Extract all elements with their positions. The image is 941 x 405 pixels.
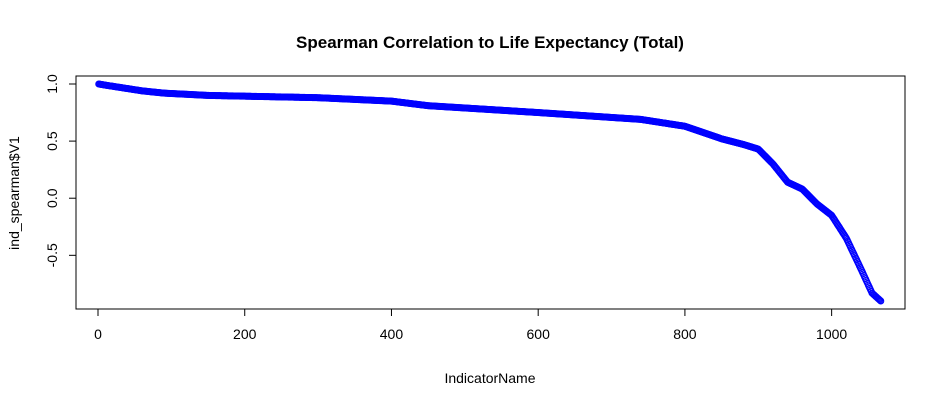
data-points [95,80,885,305]
y-tick-label: 1.0 [44,74,60,94]
data-point [876,296,884,304]
x-tick-label: 800 [673,326,697,342]
y-axis: -0.5 0.0 0.5 1.0 [44,74,77,267]
y-axis-label: ind_spearman$V1 [6,136,22,250]
x-tick-label: 0 [94,326,102,342]
y-tick-label: 0.5 [44,131,60,151]
x-axis-label: IndicatorName [444,370,535,386]
x-axis: 0 200 400 600 800 1000 [94,308,847,342]
x-tick-label: 200 [233,326,257,342]
x-tick-label: 600 [527,326,551,342]
x-tick-label: 400 [380,326,404,342]
y-tick-label: 0.0 [44,188,60,208]
data-point [875,295,883,303]
x-tick-label: 1000 [816,326,847,342]
data-point [877,297,885,305]
y-tick-label: -0.5 [44,243,60,267]
chart-title: Spearman Correlation to Life Expectancy … [296,33,684,52]
data-point [875,296,883,304]
